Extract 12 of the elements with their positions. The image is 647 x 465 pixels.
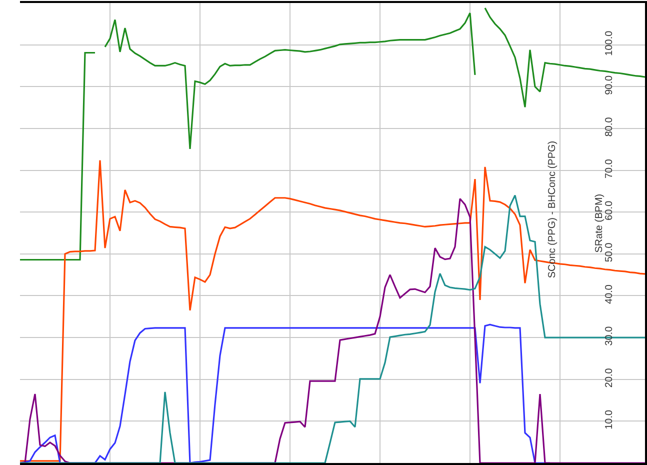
y-tick-label: 20.0 <box>604 368 615 388</box>
y-tick-label: 100.0 <box>604 30 615 56</box>
y-tick-label: 10.0 <box>604 410 615 430</box>
annotation: SRate (BPM) <box>594 194 606 253</box>
y-axis-title: SConc (PPG) - BHConc (PPG) <box>547 140 558 278</box>
y-tick-label: 30.0 <box>604 326 615 346</box>
y-tick-label: 80.0 <box>604 116 615 137</box>
y-tick-label: 70.0 <box>604 158 615 179</box>
y-tick-label: 40.0 <box>604 284 615 304</box>
y-tick-label: 90.0 <box>604 74 615 95</box>
y-tick-label: 60.0 <box>604 200 615 220</box>
y-tick-label: 50.0 <box>604 242 615 262</box>
